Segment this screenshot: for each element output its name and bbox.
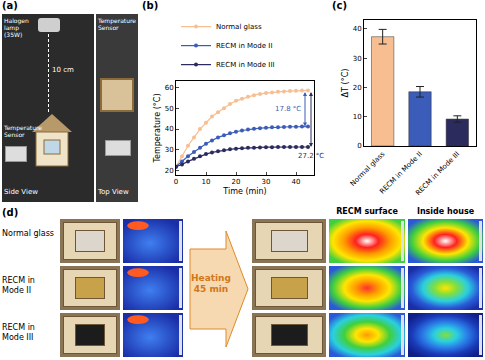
svg-text:20: 20 xyxy=(165,167,174,175)
svg-text:Time (min): Time (min) xyxy=(222,187,266,196)
html-text:Heating 45 min: Heating 45 min xyxy=(191,273,231,294)
svg-text:0: 0 xyxy=(357,142,361,150)
html-text:Halogen lamp (35W): Halogen lamp (35W) xyxy=(4,17,29,38)
html-text:(d): (d) xyxy=(2,207,19,218)
html-text:(c): (c) xyxy=(332,0,348,11)
svg-text:10: 10 xyxy=(202,178,211,186)
svg-text:10: 10 xyxy=(353,113,362,121)
svg-text:40: 40 xyxy=(353,25,362,33)
svg-text:RECM in Mode III: RECM in Mode III xyxy=(414,150,461,197)
svg-text:40: 40 xyxy=(165,125,174,133)
html-text:Normal glass: Normal glass xyxy=(2,229,54,238)
html-text:Inside house: Inside house xyxy=(416,207,475,216)
html-text:Temperature Sensor: Temperature Sensor xyxy=(98,17,136,31)
html-text:Top View: Top View xyxy=(98,188,129,196)
html-text:RECM in Mode III: RECM in Mode III xyxy=(2,323,35,342)
svg-text:27.2 °C: 27.2 °C xyxy=(298,152,324,160)
svg-text:20: 20 xyxy=(232,178,241,186)
svg-text:30: 30 xyxy=(262,178,271,186)
svg-text:0: 0 xyxy=(174,178,178,186)
html-text:RECM surface: RECM surface xyxy=(336,207,398,216)
svg-text:Normal glass: Normal glass xyxy=(349,150,387,188)
svg-text:17.8 °C: 17.8 °C xyxy=(275,105,301,113)
html-text:(b): (b) xyxy=(142,0,159,11)
html-text:Side View: Side View xyxy=(4,188,38,196)
html-text:10 cm: 10 cm xyxy=(52,66,74,74)
svg-text:30: 30 xyxy=(353,55,362,63)
svg-text:Normal glass: Normal glass xyxy=(216,23,262,31)
svg-text:60: 60 xyxy=(165,84,174,92)
html-text:Temperature Sensor: Temperature Sensor xyxy=(4,124,42,138)
svg-text:20: 20 xyxy=(353,84,362,92)
html-text:(a): (a) xyxy=(2,0,18,11)
svg-text:RECM in Mode II: RECM in Mode II xyxy=(378,150,424,196)
svg-text:40: 40 xyxy=(292,178,301,186)
svg-text:RECM in Mode II: RECM in Mode II xyxy=(216,42,272,50)
svg-text:Temperature (°C): Temperature (°C) xyxy=(153,93,162,163)
html-text:RECM in Mode II: RECM in Mode II xyxy=(2,276,35,295)
svg-text:30: 30 xyxy=(165,146,174,154)
svg-text:50: 50 xyxy=(165,105,174,113)
svg-text:RECM in Mode III: RECM in Mode III xyxy=(216,61,275,69)
svg-text:ΔT (°C): ΔT (°C) xyxy=(341,69,350,98)
